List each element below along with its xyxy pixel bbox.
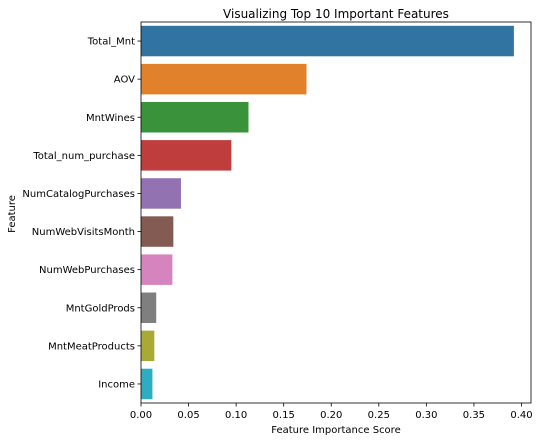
bar-NumWebPurchases — [141, 254, 173, 285]
bar-NumCatalogPurchases — [141, 178, 181, 209]
bar-Income — [141, 368, 153, 400]
y-axis-label: Feature — [7, 195, 18, 233]
x-tick-label: 0.40 — [510, 410, 532, 421]
bar-MntMeatProducts — [141, 330, 155, 362]
plot-frame — [140, 21, 532, 404]
y-tick-label: Income — [98, 379, 135, 390]
bar-NumWebVisitsMonth — [141, 216, 174, 247]
x-tick-label: 0.00 — [130, 410, 152, 421]
y-tick-label: NumWebPurchases — [39, 265, 135, 276]
x-tick-label: 0.05 — [177, 410, 199, 421]
y-tick-label: MntMeatProducts — [48, 341, 135, 352]
y-tick-label: MntGoldProds — [66, 303, 135, 314]
bar-Total_num_purchase — [141, 140, 232, 171]
chart-title: Visualizing Top 10 Important Features — [223, 7, 449, 21]
x-tick-label: 0.20 — [320, 410, 342, 421]
y-tick-label: Total_num_purchase — [32, 151, 135, 162]
bars-group — [141, 25, 514, 400]
y-ticks-group: Total_Mnt AOV MntWines Total_num_purchase Nu… — [22, 37, 141, 390]
x-tick-label: 0.25 — [368, 410, 390, 421]
y-tick-label: AOV — [114, 75, 135, 86]
bar-MntGoldProds — [141, 292, 157, 323]
y-tick-label: MntWines — [86, 113, 135, 124]
x-tick-label: 0.10 — [225, 410, 247, 421]
x-axis-label: Feature Importance Score — [271, 425, 400, 436]
bar-MntWines — [141, 102, 249, 133]
x-tick-label: 0.15 — [273, 410, 295, 421]
y-tick-label: NumWebVisitsMonth — [32, 227, 135, 238]
x-tick-label: 0.30 — [415, 410, 437, 421]
bar-Total_Mnt — [141, 25, 514, 57]
y-tick-label: NumCatalogPurchases — [22, 189, 135, 200]
y-tick-label: Total_Mnt — [87, 37, 135, 48]
x-tick-label: 0.35 — [463, 410, 485, 421]
bar-AOV — [141, 63, 307, 95]
x-ticks-group: 0.00 0.05 0.10 0.15 0.20 0.25 0.30 0.35 0.40 — [130, 403, 533, 421]
